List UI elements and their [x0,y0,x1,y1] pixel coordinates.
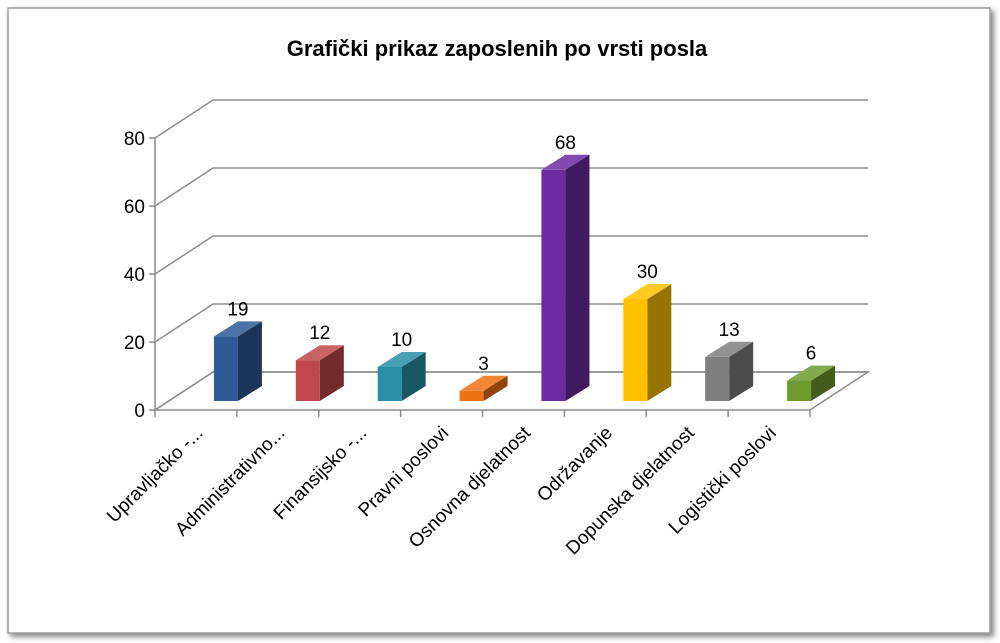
data-label: 12 [309,323,330,344]
grid-line [154,235,868,275]
bar-top [705,341,754,357]
bar [541,169,566,401]
bar-side [483,375,508,401]
y-tick-label: 60 [124,197,145,218]
chart-frame [7,7,991,634]
bar [623,299,648,401]
bar [377,367,402,401]
bar [787,380,812,401]
data-label: 30 [637,262,658,283]
data-label: 3 [478,354,489,375]
data-label: 68 [555,133,576,154]
data-label: 10 [391,330,412,351]
bar-side [319,345,344,401]
y-tick-label: 0 [134,401,145,422]
bar-top [377,352,426,367]
bar-side [237,321,262,401]
chart-title: Grafički prikaz zaposlenih po vrsti posl… [287,36,708,61]
bar-top [787,365,836,381]
y-tick-label: 40 [124,265,145,286]
grid-line [154,167,868,207]
y-tick-label: 80 [124,129,145,150]
bar-side [565,154,590,401]
data-label: 6 [806,344,817,365]
bar-top [623,284,672,299]
bar-top [213,321,262,337]
bar-top [459,375,508,391]
bar [295,360,320,401]
bar-top [541,154,590,170]
bar-side [729,341,754,401]
bar-side [811,365,836,401]
bar-side [647,284,672,401]
bar-side [401,352,426,401]
bar [459,390,484,401]
bar [213,336,238,401]
data-label: 19 [227,299,248,320]
bar-top [295,345,344,361]
data-label: 13 [719,320,740,341]
y-tick-label: 20 [124,333,145,354]
grid-line [154,99,868,139]
bar [705,356,730,401]
